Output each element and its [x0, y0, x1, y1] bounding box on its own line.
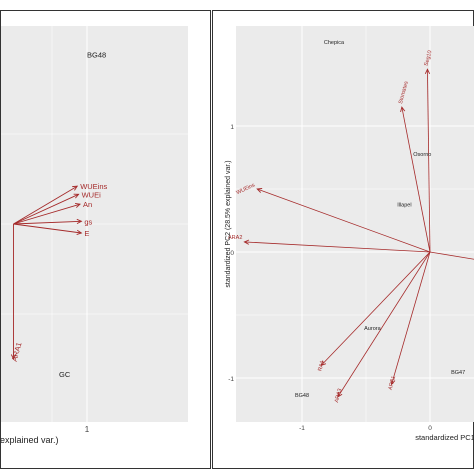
- right-sample-labels: Chepica Osorno Illapel Aurora BG48 BG47: [295, 40, 465, 399]
- right-x-axis-label: standardized PC1: [415, 433, 474, 442]
- right-plot-area: [236, 26, 474, 422]
- left-loading-wuei-arrow: [13, 193, 79, 225]
- right-loading-ara3-label: ARA3: [334, 388, 344, 403]
- right-x-tick-label: -1: [299, 425, 305, 432]
- left-loading-an-arrowhead: [74, 202, 81, 208]
- left-loading-ara1-arrowhead: [10, 354, 17, 361]
- right-x-tick-label: 0: [428, 425, 432, 432]
- right-point-osorno: Osorno: [413, 152, 431, 158]
- right-loading-ara1-arrow: [391, 251, 431, 385]
- right-loading-stomates-arrowhead: [400, 106, 406, 113]
- left-loading-gs-arrow: [13, 220, 82, 225]
- right-point-illapel: Illapel: [397, 203, 411, 209]
- right-loading-wueins-arrow: [257, 188, 431, 253]
- right-loading-seg10-arrow: [427, 69, 431, 253]
- right-loading-ara2-arrowhead: [243, 239, 250, 245]
- right-point-bg48: BG48: [295, 393, 309, 399]
- right-loading-ara2-label: ARA2: [228, 235, 242, 241]
- left-loading-gs-label: gs: [84, 217, 92, 226]
- right-loading-ra1-label: RA1: [317, 360, 326, 372]
- right-y-axis-label: standardized PC2 (28.5% explained var.): [225, 160, 232, 287]
- right-loading-e-arrow: [429, 251, 474, 260]
- left-loading-wueins-arrow: [13, 185, 78, 225]
- left-x-axis-label: explained var.): [0, 435, 59, 445]
- right-y-tick-label: 0: [230, 250, 234, 257]
- right-point-bg47: BG47: [451, 370, 465, 376]
- right-biplot-panel: Seg10StomatesWUEinsARA2RA1ARA3ARA1E Chep…: [225, 26, 474, 442]
- left-loading-wueins-arrowhead: [72, 185, 79, 191]
- right-point-aurora: Aurora: [364, 326, 381, 332]
- right-loading-wueins-arrowhead: [256, 188, 263, 193]
- left-point-gc: GC: [59, 370, 71, 379]
- left-loading-e-label: E: [84, 229, 89, 238]
- right-loading-seg10-label: Seg10: [424, 50, 434, 67]
- left-loading-wueins-label: WUEins: [80, 182, 107, 191]
- right-loading-ra1-arrow: [320, 251, 431, 366]
- left-x-tick-label: 1: [85, 425, 90, 434]
- right-y-tick-label: -1: [228, 376, 234, 383]
- right-loading-stomates-arrow: [401, 107, 431, 253]
- right-x-tick-labels: -1 0: [299, 425, 432, 432]
- left-loading-e-arrowhead: [76, 229, 83, 235]
- left-point-bg48: BG48: [87, 51, 106, 60]
- left-loading-wuei-label: WUEi: [82, 190, 101, 199]
- right-loading-ara1-arrowhead: [390, 379, 396, 386]
- left-sample-labels: BG48 GC: [59, 51, 106, 380]
- right-point-chepica: Chepica: [324, 40, 345, 46]
- left-loading-an-arrow: [13, 203, 81, 225]
- right-loading-seg10-arrowhead: [424, 68, 431, 75]
- right-loading-ara3-arrow: [337, 251, 431, 398]
- right-loading-stomates-label: Stomates: [398, 80, 410, 104]
- right-y-tick-label: 1: [230, 124, 234, 131]
- left-figure-frame: [0, 10, 211, 469]
- right-loading-ra1-arrowhead: [320, 360, 327, 367]
- right-loading-ara3-arrowhead: [337, 391, 343, 398]
- right-loading-ara2-arrow: [244, 241, 431, 253]
- left-grid: [0, 26, 188, 422]
- left-loading-an-label: An: [83, 200, 92, 209]
- left-loading-e-arrow: [13, 223, 82, 234]
- left-loading-wuei-arrowhead: [73, 193, 80, 199]
- right-loading-ara1-label: ARA1: [388, 375, 398, 390]
- left-loading-gs-arrowhead: [76, 218, 83, 225]
- right-y-tick-labels: 1 0 -1: [228, 124, 234, 383]
